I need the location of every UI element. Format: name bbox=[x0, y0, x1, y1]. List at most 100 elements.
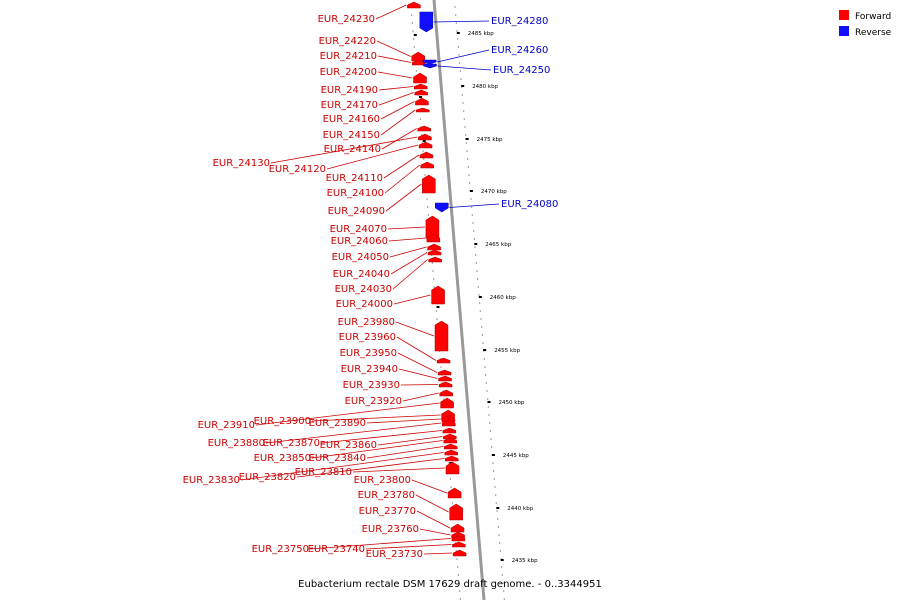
gene-eur-24070-label[interactable]: EUR_24070 bbox=[330, 224, 387, 235]
gene-eur-23920-feature[interactable] bbox=[439, 389, 453, 397]
gene-eur-24260-feature[interactable] bbox=[422, 59, 437, 65]
gene-eur-24040-label[interactable]: EUR_24040 bbox=[333, 269, 390, 280]
tick-label: 2470 kbp bbox=[481, 189, 507, 195]
gene-eur-24230-feature[interactable] bbox=[407, 1, 421, 9]
gene-eur-23850-label[interactable]: EUR_23850 bbox=[254, 453, 311, 464]
gene-eur-23740-label[interactable]: EUR_23740 bbox=[308, 544, 365, 555]
gene-eur-24000-label[interactable]: EUR_24000 bbox=[336, 299, 393, 310]
gene-eur-24040-feature[interactable] bbox=[427, 249, 442, 256]
gene-eur-23810-feature[interactable] bbox=[445, 461, 460, 475]
gene-eur-24150-feature[interactable] bbox=[415, 107, 430, 113]
gene-eur-24100-label[interactable]: EUR_24100 bbox=[327, 188, 384, 199]
gene-eur-23870-label[interactable]: EUR_23870 bbox=[263, 438, 320, 449]
gene-eur-23870-feature[interactable] bbox=[442, 427, 457, 434]
gene-eur-23800-label[interactable]: EUR_23800 bbox=[354, 475, 411, 486]
gene-eur-24200-label[interactable]: EUR_24200 bbox=[320, 67, 377, 78]
gene-eur-23890-feature[interactable] bbox=[441, 415, 456, 423]
gene-eur-24110-feature[interactable] bbox=[419, 151, 434, 159]
gene-eur-24130-feature[interactable] bbox=[418, 133, 432, 141]
gene-eur-23830-feature[interactable] bbox=[444, 449, 458, 456]
gene-eur-23730-label[interactable]: EUR_23730 bbox=[366, 549, 423, 560]
gene-eur-23910-label[interactable]: EUR_23910 bbox=[198, 420, 255, 431]
gene-eur-24100-feature[interactable] bbox=[420, 161, 434, 169]
gene-eur-23770-label[interactable]: EUR_23770 bbox=[359, 506, 416, 517]
gene-eur-23740-feature[interactable] bbox=[452, 541, 466, 548]
gene-eur-24250-label[interactable]: EUR_24250 bbox=[493, 65, 550, 76]
gene-eur-23750-feature[interactable] bbox=[451, 535, 466, 542]
gene-eur-23750-label[interactable]: EUR_23750 bbox=[252, 544, 309, 555]
gene-eur-24080-feature[interactable] bbox=[435, 202, 449, 213]
gene-eur-24080-label[interactable]: EUR_24080 bbox=[501, 199, 558, 210]
gene-eur-23820-feature[interactable] bbox=[444, 455, 459, 462]
gene-eur-23820-label[interactable]: EUR_23820 bbox=[239, 472, 296, 483]
gene-eur-23840-feature[interactable] bbox=[443, 443, 458, 450]
gene-eur-24160-feature[interactable] bbox=[415, 97, 429, 106]
gene-eur-24090-label[interactable]: EUR_24090 bbox=[328, 206, 385, 217]
gene-eur-23910-feature[interactable] bbox=[440, 397, 454, 409]
gene-eur-24070-feature[interactable] bbox=[425, 215, 440, 239]
gene-eur-23840-label[interactable]: EUR_23840 bbox=[309, 453, 366, 464]
gene-eur-23760-label[interactable]: EUR_23760 bbox=[362, 524, 419, 535]
gene-eur-23860-feature[interactable] bbox=[443, 433, 457, 440]
gene-eur-24200-feature[interactable] bbox=[413, 72, 427, 84]
gene-eur-23900-label[interactable]: EUR_23900 bbox=[254, 416, 311, 427]
gene-eur-24110-label[interactable]: EUR_24110 bbox=[326, 173, 383, 184]
gene-eur-23800-feature[interactable] bbox=[447, 487, 462, 499]
gene-eur-24220-feature[interactable] bbox=[411, 51, 425, 62]
gene-eur-23760-feature[interactable] bbox=[451, 531, 465, 539]
gene-eur-24030-label[interactable]: EUR_24030 bbox=[335, 284, 392, 295]
gene-eur-24060-label[interactable]: EUR_24060 bbox=[331, 236, 388, 247]
gene-eur-24050-label[interactable]: EUR_24050 bbox=[332, 252, 389, 263]
gene-eur-24030-feature[interactable] bbox=[428, 256, 442, 263]
gene-eur-24000-feature[interactable] bbox=[431, 285, 445, 305]
gene-eur-23940-label[interactable]: EUR_23940 bbox=[341, 364, 398, 375]
gene-eur-24230-label[interactable]: EUR_24230 bbox=[318, 14, 375, 25]
gene-eur-24260-label[interactable]: EUR_24260 bbox=[491, 45, 548, 56]
gene-eur-23920-label[interactable]: EUR_23920 bbox=[345, 396, 402, 407]
gene-eur-24250-feature[interactable] bbox=[423, 63, 437, 69]
gene-eur-24220-label[interactable]: EUR_24220 bbox=[319, 36, 376, 47]
gene-eur-24190-feature[interactable] bbox=[413, 83, 428, 90]
gene-eur-23950-feature[interactable] bbox=[437, 369, 452, 376]
gene-eur-23930-label[interactable]: EUR_23930 bbox=[343, 380, 400, 391]
gene-eur-24150-label[interactable]: EUR_24150 bbox=[323, 130, 380, 141]
gene-eur-24280-feature[interactable] bbox=[419, 11, 434, 33]
gene-eur-23960-feature[interactable] bbox=[436, 357, 451, 364]
gene-eur-23780-label[interactable]: EUR_23780 bbox=[358, 490, 415, 501]
leader-line bbox=[326, 144, 419, 170]
gene-eur-24060-feature[interactable] bbox=[426, 233, 441, 243]
gene-eur-23860-label[interactable]: EUR_23860 bbox=[320, 440, 377, 451]
gene-eur-23850-feature[interactable] bbox=[443, 437, 457, 444]
gene-eur-23960-label[interactable]: EUR_23960 bbox=[339, 332, 396, 343]
gene-eur-24140-label[interactable]: EUR_24140 bbox=[324, 144, 381, 155]
gene-eur-24130-label[interactable]: EUR_24130 bbox=[213, 158, 270, 169]
gene-eur-23830-label[interactable]: EUR_23830 bbox=[183, 475, 240, 486]
tick-label: 2450 kbp bbox=[499, 400, 525, 406]
gene-eur-24170-label[interactable]: EUR_24170 bbox=[321, 100, 378, 111]
gene-eur-24120-feature[interactable] bbox=[418, 141, 433, 149]
gene-eur-24050-feature[interactable] bbox=[427, 243, 441, 251]
gene-eur-23930-feature[interactable] bbox=[438, 381, 453, 388]
gene-eur-23980-label[interactable]: EUR_23980 bbox=[338, 317, 395, 328]
gene-eur-23940-feature[interactable] bbox=[438, 375, 452, 382]
gene-eur-23880-label[interactable]: EUR_23880 bbox=[208, 438, 265, 449]
leader-line bbox=[377, 55, 412, 63]
gene-eur-23780-feature[interactable] bbox=[449, 503, 463, 521]
leader-line bbox=[415, 494, 449, 513]
gene-eur-24140-feature[interactable] bbox=[417, 125, 431, 132]
gene-eur-23880-feature[interactable] bbox=[442, 419, 456, 427]
gene-eur-24120-label[interactable]: EUR_24120 bbox=[269, 164, 326, 175]
gene-eur-23730-feature[interactable] bbox=[452, 549, 467, 557]
gene-eur-23950-label[interactable]: EUR_23950 bbox=[340, 348, 397, 359]
gene-eur-24170-feature[interactable] bbox=[414, 89, 428, 96]
tick-mark bbox=[500, 559, 504, 561]
gene-eur-24210-label[interactable]: EUR_24210 bbox=[320, 51, 377, 62]
gene-eur-24190-label[interactable]: EUR_24190 bbox=[321, 85, 378, 96]
gene-eur-23890-label[interactable]: EUR_23890 bbox=[309, 418, 366, 429]
gene-eur-24090-feature[interactable] bbox=[422, 174, 436, 194]
gene-eur-24160-label[interactable]: EUR_24160 bbox=[323, 114, 380, 125]
gene-eur-23810-label[interactable]: EUR_23810 bbox=[295, 467, 352, 478]
gene-eur-24280-label[interactable]: EUR_24280 bbox=[491, 16, 548, 27]
gene-eur-23980-feature[interactable] bbox=[434, 320, 449, 352]
gene-eur-23770-feature[interactable] bbox=[450, 523, 465, 533]
